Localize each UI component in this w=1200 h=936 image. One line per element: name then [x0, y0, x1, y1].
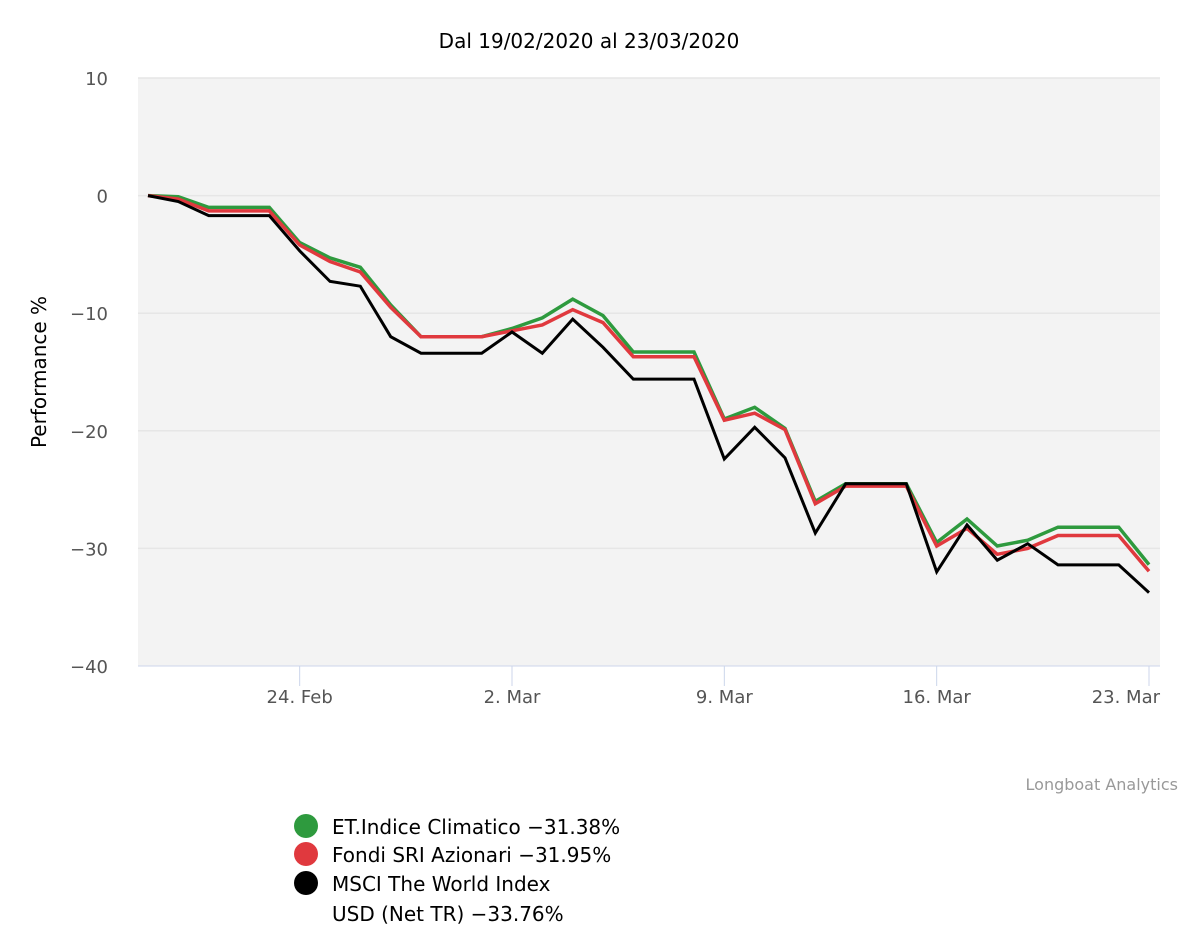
- y-tick-label: −30: [70, 539, 108, 560]
- x-tick-label: 2. Mar: [484, 687, 541, 708]
- legend-label: Fondi SRI Azionari −31.95%: [332, 843, 611, 867]
- x-tick-label: 23. Mar: [1092, 687, 1161, 708]
- legend-item-3[interactable]: MSCI The World Index USD (Net TR) −33.76%: [294, 871, 564, 926]
- x-tick-label: 16. Mar: [903, 687, 972, 708]
- legend[interactable]: ET.Indice Climatico −31.38% Fondi SRI Azi…: [294, 814, 620, 926]
- x-axis-ticks: 24. Feb 2. Mar 9. Mar 16. Mar 23. Mar: [267, 666, 1161, 708]
- y-tick-label: 10: [85, 69, 108, 90]
- x-tick-label: 24. Feb: [267, 687, 333, 708]
- legend-label: ET.Indice Climatico −31.38%: [332, 815, 620, 839]
- chart-title: Dal 19/02/2020 al 23/03/2020: [439, 29, 740, 53]
- y-tick-label: −20: [70, 422, 108, 443]
- grid-lines: [138, 77, 1160, 550]
- x-tick-label: 9. Mar: [696, 687, 753, 708]
- plot-background: [138, 78, 1160, 666]
- legend-label: USD (Net TR) −33.76%: [332, 902, 564, 926]
- y-tick-label: 0: [97, 187, 108, 208]
- legend-item-1[interactable]: ET.Indice Climatico −31.38%: [294, 814, 620, 839]
- legend-label: MSCI The World Index: [332, 872, 551, 896]
- y-tick-label: −10: [70, 304, 108, 325]
- legend-marker: [294, 814, 318, 838]
- y-axis-ticks: 10 0 −10 −20 −30 −40: [70, 69, 108, 678]
- credit-label[interactable]: Longboat Analytics: [1026, 775, 1178, 794]
- legend-item-2[interactable]: Fondi SRI Azionari −31.95%: [294, 842, 611, 867]
- series-lines: [147, 193, 1151, 594]
- y-axis-title: Performance %: [27, 296, 51, 448]
- y-tick-label: −40: [70, 657, 108, 678]
- legend-marker: [294, 871, 318, 895]
- legend-marker: [294, 842, 318, 866]
- series-line-1[interactable]: [147, 193, 1151, 566]
- series-line-3[interactable]: [147, 194, 1151, 594]
